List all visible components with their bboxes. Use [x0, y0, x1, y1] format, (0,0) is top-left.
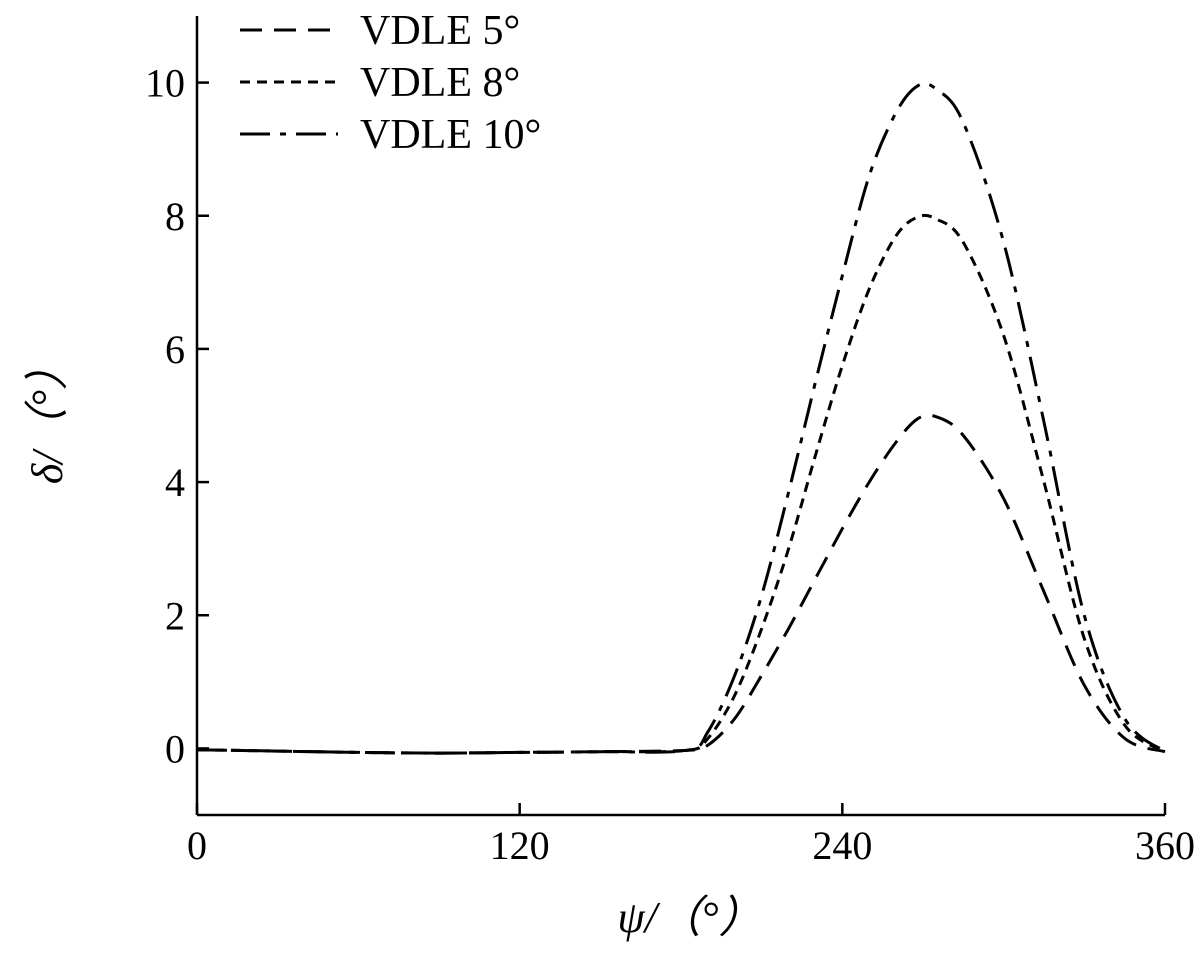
x-tick-label: 0 [187, 823, 207, 868]
x-tick-label: 360 [1135, 823, 1195, 868]
legend-label: VDLE 5° [360, 8, 520, 54]
y-tick-label: 10 [145, 61, 185, 106]
y-tick-label: 8 [165, 194, 185, 239]
legend-label: VDLE 10° [360, 112, 541, 158]
legend-label: VDLE 8° [360, 60, 520, 106]
y-axis-title: δ/（°） [23, 346, 72, 484]
axes: 0 2 4 6 8 10 0 120 240 360 [145, 16, 1195, 868]
x-tick-label: 240 [812, 823, 872, 868]
series-lines [196, 82, 1166, 755]
series-line-3 [196, 82, 1166, 755]
y-tick-label: 2 [165, 593, 185, 638]
y-tick-label: 0 [165, 726, 185, 771]
x-tick-label: 120 [490, 823, 550, 868]
series-line-2 [196, 213, 1166, 755]
legend: VDLE 5° VDLE 8° VDLE 10° [240, 8, 541, 158]
y-tick-label: 4 [165, 460, 185, 505]
x-axis-title: ψ/（°） [617, 893, 762, 942]
y-tick-label: 6 [165, 327, 185, 372]
series-line-1 [196, 413, 1166, 755]
